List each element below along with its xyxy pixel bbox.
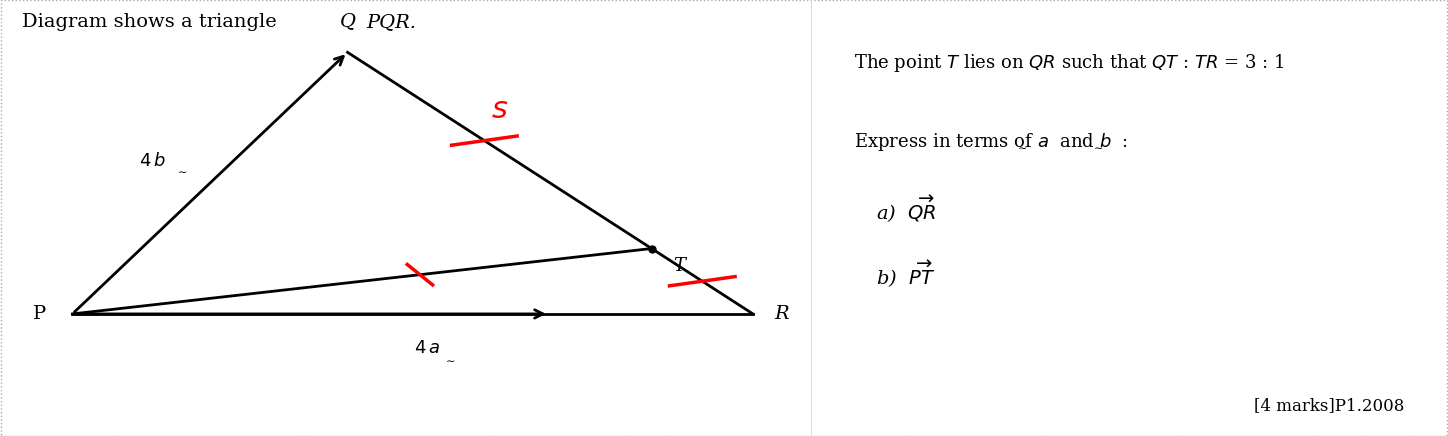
Text: $\sim$: $\sim$ <box>1015 143 1027 153</box>
Text: $4\,b$: $4\,b$ <box>139 152 165 170</box>
Text: P: P <box>33 305 46 323</box>
Text: [4 marks]P1.2008: [4 marks]P1.2008 <box>1254 397 1405 414</box>
Text: Q: Q <box>339 13 356 31</box>
Text: $\sim$: $\sim$ <box>1092 143 1103 153</box>
Text: PQR.: PQR. <box>366 13 417 31</box>
Text: $\sim$: $\sim$ <box>175 167 187 177</box>
Text: a)  $\overrightarrow{QR}$: a) $\overrightarrow{QR}$ <box>876 194 937 225</box>
Text: R: R <box>775 305 789 323</box>
Text: $\sim$: $\sim$ <box>443 356 455 366</box>
Text: T: T <box>673 257 685 275</box>
Text: b)  $\overrightarrow{PT}$: b) $\overrightarrow{PT}$ <box>876 259 935 290</box>
Text: Diagram shows a triangle: Diagram shows a triangle <box>22 13 282 31</box>
Text: The point $\mathit{T}$ lies on $\mathit{QR}$ such that $\mathit{QT}$ : $\mathit{: The point $\mathit{T}$ lies on $\mathit{… <box>854 52 1284 74</box>
Text: Express in terms of $\mathit{a}$  and $\mathit{b}$  :: Express in terms of $\mathit{a}$ and $\m… <box>854 131 1128 153</box>
Text: $4\,a$: $4\,a$ <box>414 339 440 357</box>
Text: $\mathit{s}$: $\mathit{s}$ <box>491 93 508 125</box>
